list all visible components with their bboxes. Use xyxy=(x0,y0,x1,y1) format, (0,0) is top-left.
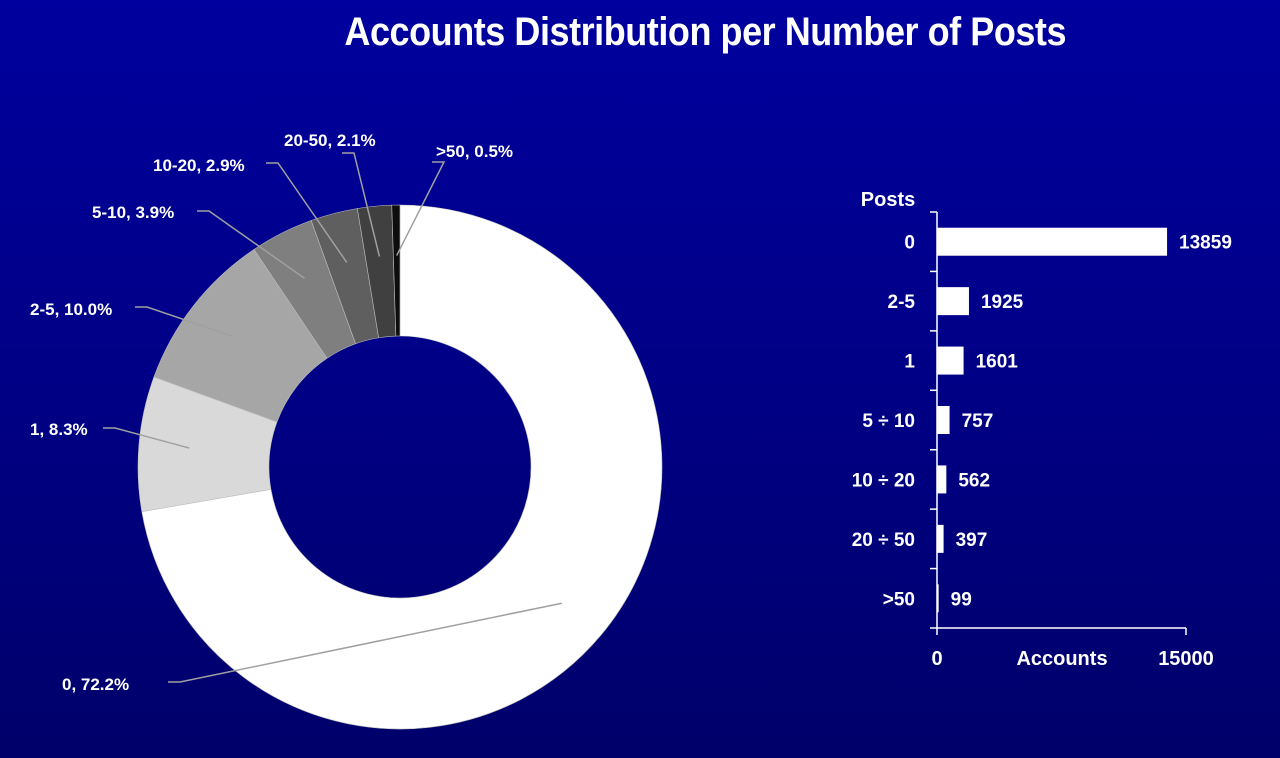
donut-chart: 0, 72.2% 1, 8.3% 2-5, 10.0% 5-10, 3.9% 10-20… xyxy=(30,131,663,730)
leader-line-20-50 xyxy=(342,152,381,257)
bar-x-tick-labels: 0 15000 xyxy=(931,648,1213,670)
donut-label-1: 1, 8.3% xyxy=(30,420,88,439)
donut-label-2-5: 2-5, 10.0% xyxy=(30,300,112,319)
bar-axes xyxy=(930,211,1187,635)
bar-value-label: 13859 xyxy=(1179,233,1232,254)
donut-label-5-10: 5-10, 3.9% xyxy=(92,203,174,222)
bar-value-label: 757 xyxy=(962,411,994,432)
donut-slice->50 xyxy=(391,204,401,337)
bar-x-tick-label: 15000 xyxy=(1158,648,1214,670)
bar-category-label: 20 ÷ 50 xyxy=(852,530,915,551)
bar-category-labels: 0 2-5 1 5 ÷ 10 10 ÷ 20 20 ÷ 50 >50 xyxy=(852,233,916,611)
bar-value-labels: 13859 1925 1601 757 562 397 99 xyxy=(951,233,1232,611)
bar-category-label: 10 ÷ 20 xyxy=(852,470,915,491)
bar-category-label: 5 ÷ 10 xyxy=(862,411,915,432)
bar-category-label: 2-5 xyxy=(888,292,916,313)
page-title: Accounts Distribution per Number of Post… xyxy=(344,10,1067,54)
bar-5 xyxy=(937,524,944,553)
bar-category-label: 0 xyxy=(904,233,915,254)
bar-category-label: >50 xyxy=(883,589,915,610)
bar-6 xyxy=(937,584,939,613)
donut-label-0: 0, 72.2% xyxy=(62,675,129,694)
bar-value-label: 99 xyxy=(951,589,972,610)
donut-slice-0 xyxy=(141,204,663,730)
bar-2 xyxy=(937,346,964,375)
bar-y-axis-title: Posts xyxy=(861,189,915,211)
bar-x-axis-title: Accounts xyxy=(1016,648,1107,670)
leader-line-2-5 xyxy=(135,306,234,338)
bar-x-tick-label: 0 xyxy=(931,648,942,670)
bar-0 xyxy=(937,227,1168,256)
leader-line-0 xyxy=(168,602,562,683)
donut-label-10-20: 10-20, 2.9% xyxy=(153,156,245,175)
donut-labels: 0, 72.2% 1, 8.3% 2-5, 10.0% 5-10, 3.9% 10-20… xyxy=(30,131,513,694)
bar-rects xyxy=(937,227,1168,613)
leader-line-5-10 xyxy=(197,210,305,279)
donut-leader-lines xyxy=(103,152,562,683)
donut-label->50: >50, 0.5% xyxy=(436,142,513,161)
bar-category-label: 1 xyxy=(904,352,915,373)
bar-value-label: 1925 xyxy=(981,292,1024,313)
leader-line-10-20 xyxy=(266,162,348,263)
leader-line-1 xyxy=(103,427,190,449)
leader-line->50 xyxy=(396,161,446,256)
bar-value-label: 1601 xyxy=(976,352,1019,373)
donut-label-20-50: 20-50, 2.1% xyxy=(284,131,376,150)
bar-value-label: 562 xyxy=(958,470,990,491)
bar-4 xyxy=(937,465,947,494)
bar-value-label: 397 xyxy=(956,530,988,551)
bar-3 xyxy=(937,406,950,434)
donut-slices xyxy=(137,204,663,730)
bar-1 xyxy=(937,287,969,316)
